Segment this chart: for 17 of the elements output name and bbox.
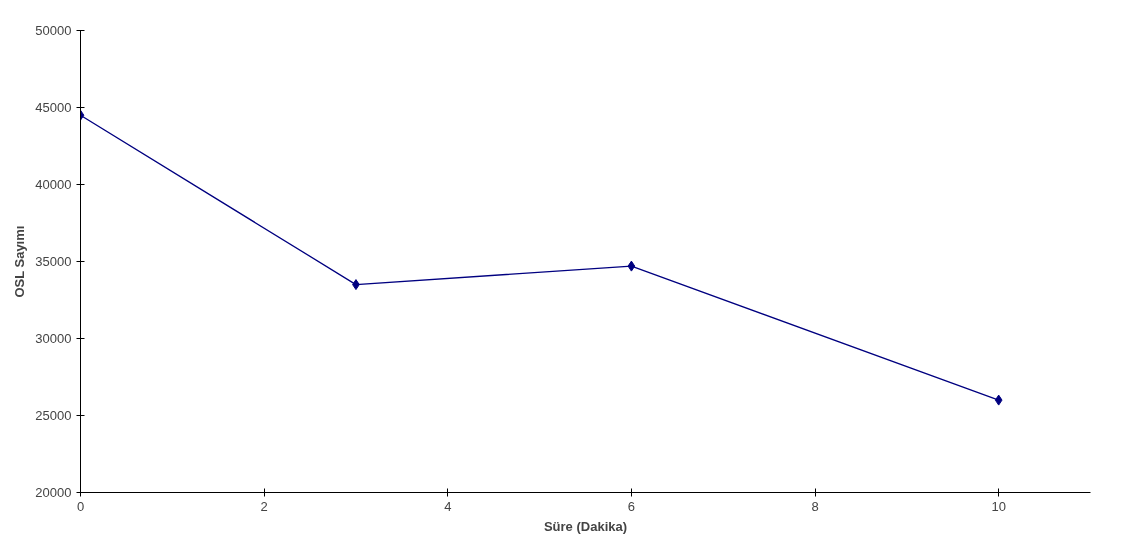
y-tick-label: 45000 <box>35 100 72 115</box>
point <box>994 394 1003 406</box>
x-tick-label: 10 <box>991 498 1006 514</box>
y-tick-label: 35000 <box>35 254 72 269</box>
y-axis-title: OSL Sayımı <box>12 225 28 298</box>
y-tick-label: 50000 <box>35 23 72 38</box>
x-tick-label: 8 <box>811 498 819 514</box>
x-tick-label: 0 <box>76 498 85 514</box>
y-tick-label: 40000 <box>35 177 72 192</box>
point <box>627 260 636 272</box>
x-tick-label: 2 <box>260 498 268 514</box>
y-tick-label: 25000 <box>35 408 72 423</box>
y-tick-label: 30000 <box>35 331 72 346</box>
x-tick-label: 4 <box>444 498 452 514</box>
x-tick-label: 6 <box>627 498 636 514</box>
y-tick-label: 20000 <box>35 485 72 500</box>
x-axis-title: Süre (Dakika) <box>543 518 628 534</box>
